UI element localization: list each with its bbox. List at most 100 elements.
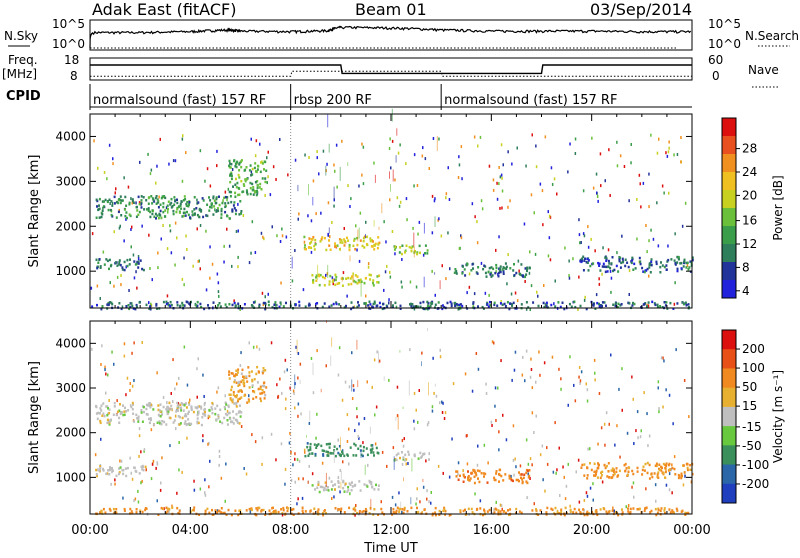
scatter-cell [181,470,183,474]
scatter-cell [94,453,97,457]
scatter-cell [348,385,351,389]
data-cell [457,478,460,481]
streak [410,497,412,505]
scatter-cell [662,405,664,409]
data-cell [170,206,173,209]
data-cell [153,200,156,203]
scatter-cell [417,420,419,424]
data-cell [360,453,363,457]
data-cell [170,201,173,205]
data-cell [322,513,325,517]
data-cell [258,371,260,374]
scatter-cell [199,487,202,491]
scatter-cell [166,247,169,251]
data-cell [258,303,261,307]
data-cell [187,412,190,415]
scatter-cell [197,357,199,361]
data-cell [115,511,118,515]
data-cell [217,209,220,213]
data-cell [656,306,659,309]
data-cell [166,510,169,513]
scatter-cell [303,240,306,244]
scatter-cell [462,469,464,473]
cpid-label: CPID [6,89,41,104]
data-cell [172,212,175,216]
scatter-cell [655,499,657,503]
scatter-cell [560,377,562,381]
data-cell [309,242,311,245]
data-cell [228,370,231,373]
data-cell [441,304,444,307]
data-cell [683,258,686,262]
scatter-cell [358,436,360,440]
scatter-cell [647,304,650,308]
data-cell [220,507,223,510]
data-cell [189,216,191,219]
data-cell [501,268,504,271]
colorbar-tick-label: 100 [742,361,765,375]
data-cell [575,511,578,515]
data-cell [200,208,203,212]
data-cell [144,508,147,512]
scatter-cell [497,272,499,276]
scatter-cell [413,427,416,431]
data-cell [426,252,429,255]
data-cell [112,413,115,416]
nave-line [90,70,692,77]
scatter-cell [216,272,219,276]
scatter-cell [123,342,126,346]
scatter-cell [112,162,114,166]
scatter-cell [390,166,392,170]
scatter-cell [632,397,634,401]
data-cell [140,411,143,414]
scatter-cell [648,172,650,176]
data-cell [157,413,160,417]
data-cell [146,413,149,416]
data-cell [616,306,619,309]
scatter-cell [297,352,300,355]
data-cell [191,210,194,213]
data-cell [437,301,440,304]
data-cell [183,404,186,407]
data-cell [314,452,317,456]
data-cell [605,265,608,269]
data-cell [317,480,320,484]
scatter-cell [104,368,106,372]
scatter-cell [321,461,324,465]
data-cell [350,301,353,304]
data-cell [250,304,253,307]
streak [413,246,415,258]
data-cell [243,375,246,379]
data-cell [574,305,577,309]
data-cell [165,300,168,304]
data-cell [501,303,504,306]
data-cell [156,214,159,217]
scatter-cell [494,404,496,408]
scatter-cell [616,251,618,255]
scatter-cell [171,504,173,508]
data-cell [691,258,694,262]
scatter-cell [339,468,342,472]
data-cell [173,203,176,206]
data-cell [239,389,241,393]
scatter-cell [539,373,541,377]
scatter-cell [294,406,296,410]
data-cell [329,248,332,251]
data-cell [229,174,231,177]
data-cell [347,485,350,489]
streak [340,471,342,481]
data-cell [118,302,121,305]
scatter-cell [140,450,142,454]
scatter-cell [181,179,184,183]
scatter-cell [601,480,604,484]
data-cell [666,260,669,263]
data-cell [348,248,351,252]
data-cell [244,178,247,181]
data-cell [126,264,129,268]
scatter-cell [593,358,596,362]
scatter-cell [384,270,387,274]
scatter-cell [495,500,497,504]
data-cell [659,271,662,274]
data-cell [403,459,406,462]
scatter-cell [138,434,141,438]
